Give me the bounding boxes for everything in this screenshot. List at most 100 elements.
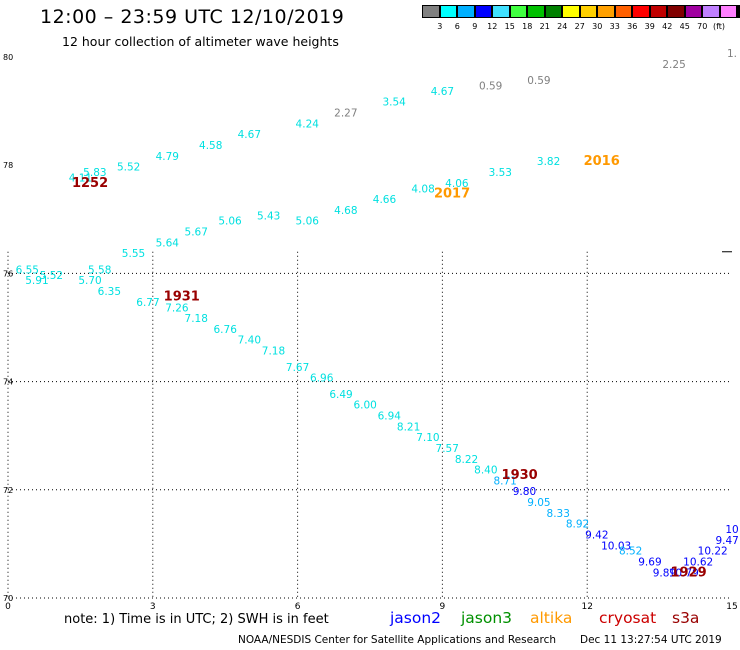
timestamp: Dec 11 13:27:54 UTC 2019 <box>580 634 722 646</box>
color-swatch <box>597 5 615 18</box>
y-tick-label: 74 <box>3 378 13 387</box>
data-point-label: 6.94 <box>378 410 402 422</box>
data-point-label: 7.18 <box>185 313 208 325</box>
data-point-label: 7.10 <box>416 432 439 444</box>
scale-label: 30 <box>592 22 603 31</box>
scale-label: 27 <box>574 22 585 31</box>
color-scale-swatches <box>422 5 740 18</box>
data-point-label: 8.71 <box>493 475 516 487</box>
data-point-label: 10 <box>725 524 738 536</box>
data-point-label: 4.79 <box>156 151 179 163</box>
color-swatch <box>579 5 597 18</box>
data-point-label: 4.24 <box>296 118 320 130</box>
data-point-label: 8.92 <box>566 519 589 531</box>
data-point-label: 5.55 <box>122 248 145 260</box>
data-point-label: 7.57 <box>436 443 459 455</box>
data-point-label: 7.18 <box>262 346 285 358</box>
color-scale-labels: 3 6 9 12 15 18 21 24 27 30 33 36 39 42 45 70 (ft) <box>422 22 740 31</box>
data-point-label: 10.79 <box>669 567 699 579</box>
scale-label: 21 <box>539 22 550 31</box>
color-swatch <box>439 5 457 18</box>
color-swatch <box>527 5 545 18</box>
scale-label: 12 <box>487 22 498 31</box>
color-swatch <box>702 5 720 18</box>
data-point-label: 2.27 <box>334 108 357 120</box>
legend-entry-jason3: jason3 <box>461 609 513 627</box>
data-point-label: 5.64 <box>156 237 180 249</box>
scale-label: 42 <box>662 22 673 31</box>
pass-label: 1931 <box>164 289 200 304</box>
x-tick-label: 15 <box>726 602 737 612</box>
scale-label: 36 <box>627 22 638 31</box>
data-point-label: 6.35 <box>98 286 121 298</box>
x-tick-label: 0 <box>5 602 11 612</box>
color-swatch <box>719 5 737 18</box>
data-point-label: 6.77 <box>136 297 159 309</box>
data-point-label: 6.55 <box>16 264 39 276</box>
data-point-label: 8.40 <box>474 465 497 477</box>
scale-label: 6 <box>454 22 460 31</box>
data-point-label: 2.25 <box>662 59 685 71</box>
page-subtitle: 12 hour collection of altimeter wave hei… <box>62 34 339 49</box>
data-point-label: 4.08 <box>411 183 434 195</box>
data-point-label: 8.52 <box>619 546 642 558</box>
x-tick-label: 12 <box>581 602 592 612</box>
data-point-label: 4.68 <box>334 205 357 217</box>
data-point-label: 9.89 <box>653 567 676 579</box>
scale-label: 18 <box>522 22 533 31</box>
data-point-label: 7.67 <box>286 362 309 374</box>
data-point-label: 4.66 <box>373 194 397 206</box>
data-point-label: 3.54 <box>382 97 406 109</box>
color-swatch <box>632 5 650 18</box>
data-point-label: 5.91 <box>25 275 48 287</box>
data-point-label: 5.58 <box>88 264 111 276</box>
scale-label: 24 <box>557 22 568 31</box>
data-point-label: 1. <box>727 48 737 60</box>
scale-label: 45 <box>679 22 690 31</box>
pass-label: 1930 <box>502 468 538 483</box>
scale-label: 33 <box>609 22 620 31</box>
data-point-label: 0.59 <box>479 80 502 92</box>
color-scale: 3 6 9 12 15 18 21 24 27 30 33 36 39 42 45 70 (ft) <box>422 5 740 31</box>
page-title: 12:00 – 23:59 UTC 12/10/2019 <box>40 6 345 28</box>
color-swatch <box>474 5 492 18</box>
pass-label: 1252 <box>72 176 108 191</box>
footer-note: note: 1) Time is in UTC; 2) SWH is in fe… <box>64 612 329 627</box>
y-tick-label: 70 <box>3 594 13 603</box>
y-tick-label: 78 <box>3 161 13 170</box>
data-point-label: 10.03 <box>601 540 631 552</box>
data-point-label: 10.62 <box>683 557 713 569</box>
legend-entry-altika: altika <box>530 609 573 627</box>
color-swatch <box>667 5 685 18</box>
data-point-label: 9.05 <box>527 497 550 509</box>
color-swatch <box>492 5 510 18</box>
data-point-label: 6.00 <box>353 400 376 412</box>
y-tick-label: 76 <box>3 269 13 278</box>
data-point-label: 0.59 <box>527 75 550 87</box>
data-point-label: 3.53 <box>489 167 512 179</box>
data-point-label: 5.52 <box>117 162 140 174</box>
data-point-label: 7.26 <box>165 302 189 314</box>
data-point-label: 6.49 <box>329 389 352 401</box>
data-point-label: 5.70 <box>78 275 101 287</box>
x-tick-label: 9 <box>440 602 446 612</box>
data-point-label: 9.47 <box>715 535 738 547</box>
pass-label: 1929 <box>670 565 706 580</box>
data-point-label: 6.96 <box>310 373 334 385</box>
data-point-label: 5.43 <box>257 210 280 222</box>
color-swatch <box>649 5 667 18</box>
data-point-label: 4.06 <box>445 178 469 190</box>
data-point-label: 8.33 <box>547 508 570 520</box>
data-point-label: 4.67 <box>238 129 261 141</box>
y-tick-label: 80 <box>3 53 13 62</box>
data-point-label: 9.80 <box>513 486 536 498</box>
data-point-label: 10.22 <box>698 546 728 558</box>
data-point-label: 5.06 <box>296 216 320 228</box>
data-point-label: 5.52 <box>40 270 63 282</box>
scale-label: 15 <box>504 22 515 31</box>
credit-line: NOAA/NESDIS Center for Satellite Applica… <box>238 634 556 646</box>
color-swatch <box>544 5 562 18</box>
color-swatch <box>562 5 580 18</box>
scale-label: 39 <box>644 22 655 31</box>
